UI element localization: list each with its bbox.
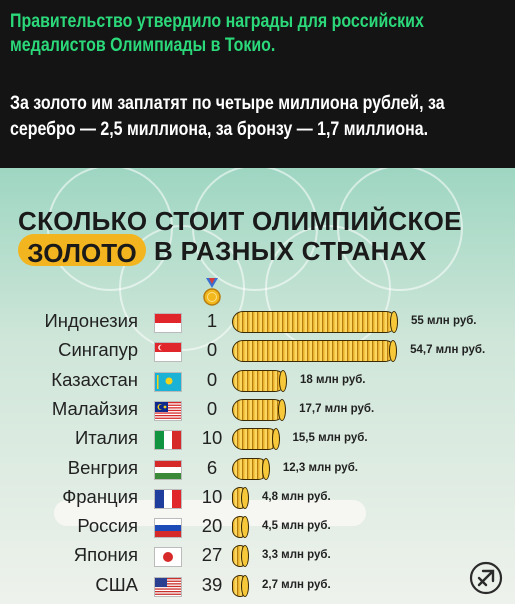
bar xyxy=(232,428,279,451)
medal-count: 27 xyxy=(201,544,223,566)
russia-highlight xyxy=(54,500,366,526)
country-label: Япония xyxy=(73,544,138,566)
title-highlight-pill: ЗОЛОТО xyxy=(18,234,146,268)
flag-singapore-icon xyxy=(154,342,182,363)
value-label: 55 млн руб. xyxy=(411,315,477,327)
value-label: 15,5 млн руб. xyxy=(292,432,368,445)
headline-line-2: медалистов Олимпиады в Токио. xyxy=(10,35,276,56)
flag-russia-icon xyxy=(154,518,182,539)
flag-hungary-icon xyxy=(154,459,182,480)
flag-usa-icon xyxy=(154,576,182,597)
medal-count: 0 xyxy=(206,368,218,390)
country-label: Венгрия xyxy=(67,456,138,478)
flag-indonesia-icon xyxy=(154,313,182,333)
country-label: Франция xyxy=(62,485,138,507)
headline-line-1: Правительство утвердило награды для росс… xyxy=(10,11,424,32)
medal-count: 20 xyxy=(201,515,223,537)
value-label: 17,7 млн руб. xyxy=(299,402,375,415)
bar xyxy=(232,545,249,568)
gold-medal-icon xyxy=(203,278,221,306)
value-label: 12,3 млн руб. xyxy=(282,461,358,474)
country-label: Индонезия xyxy=(44,310,138,331)
value-label: 3,3 млн руб. xyxy=(262,549,331,562)
bar xyxy=(232,574,249,597)
medal-count: 0 xyxy=(206,397,218,419)
medal-count: 6 xyxy=(206,456,218,478)
bar xyxy=(232,340,398,363)
chart-title-line-1: СКОЛЬКО СТОИТ ОЛИМПИЙСКОЕ xyxy=(18,206,462,236)
value-label: 54,7 млн руб. xyxy=(410,344,486,357)
medal-count: 0 xyxy=(206,339,218,361)
bar xyxy=(232,486,249,509)
flag-italy-icon xyxy=(154,430,182,451)
bar xyxy=(232,369,287,392)
medal-count: 1 xyxy=(206,310,218,331)
subline-1: За золото им заплатят по четыре миллиона… xyxy=(10,93,445,114)
flag-france-icon xyxy=(154,488,182,509)
medal-count: 39 xyxy=(201,573,223,595)
subline-2: серебро — 2,5 миллиона, за бронзу — 1,7 … xyxy=(10,119,429,140)
flag-kazakhstan-icon xyxy=(154,371,182,392)
country-label: США xyxy=(95,573,138,595)
country-label: Малайзия xyxy=(51,397,138,419)
bar xyxy=(232,311,398,333)
country-label: Казахстан xyxy=(51,368,138,390)
country-label: Сингапур xyxy=(58,339,138,361)
bar xyxy=(232,398,287,421)
flag-malaysia-icon xyxy=(154,400,182,421)
country-label: Италия xyxy=(75,427,138,449)
bar xyxy=(232,516,249,539)
brand-logo-icon xyxy=(469,561,503,595)
news-header: Правительство утвердило награды для росс… xyxy=(0,0,515,168)
value-label: 4,8 млн руб. xyxy=(262,490,331,503)
bar xyxy=(232,457,270,480)
medal-count: 10 xyxy=(201,485,223,507)
chart-title-highlight: ЗОЛОТО xyxy=(27,238,137,268)
medal-count: 10 xyxy=(201,427,223,449)
value-label: 18 млн руб. xyxy=(300,373,366,386)
value-label: 4,5 млн руб. xyxy=(262,520,331,533)
country-label: Россия xyxy=(77,515,138,537)
chart-title-line-2: В РАЗНЫХ СТРАНАХ xyxy=(154,236,427,266)
value-label: 2,7 млн руб. xyxy=(262,578,331,591)
flag-japan-icon xyxy=(154,547,182,568)
